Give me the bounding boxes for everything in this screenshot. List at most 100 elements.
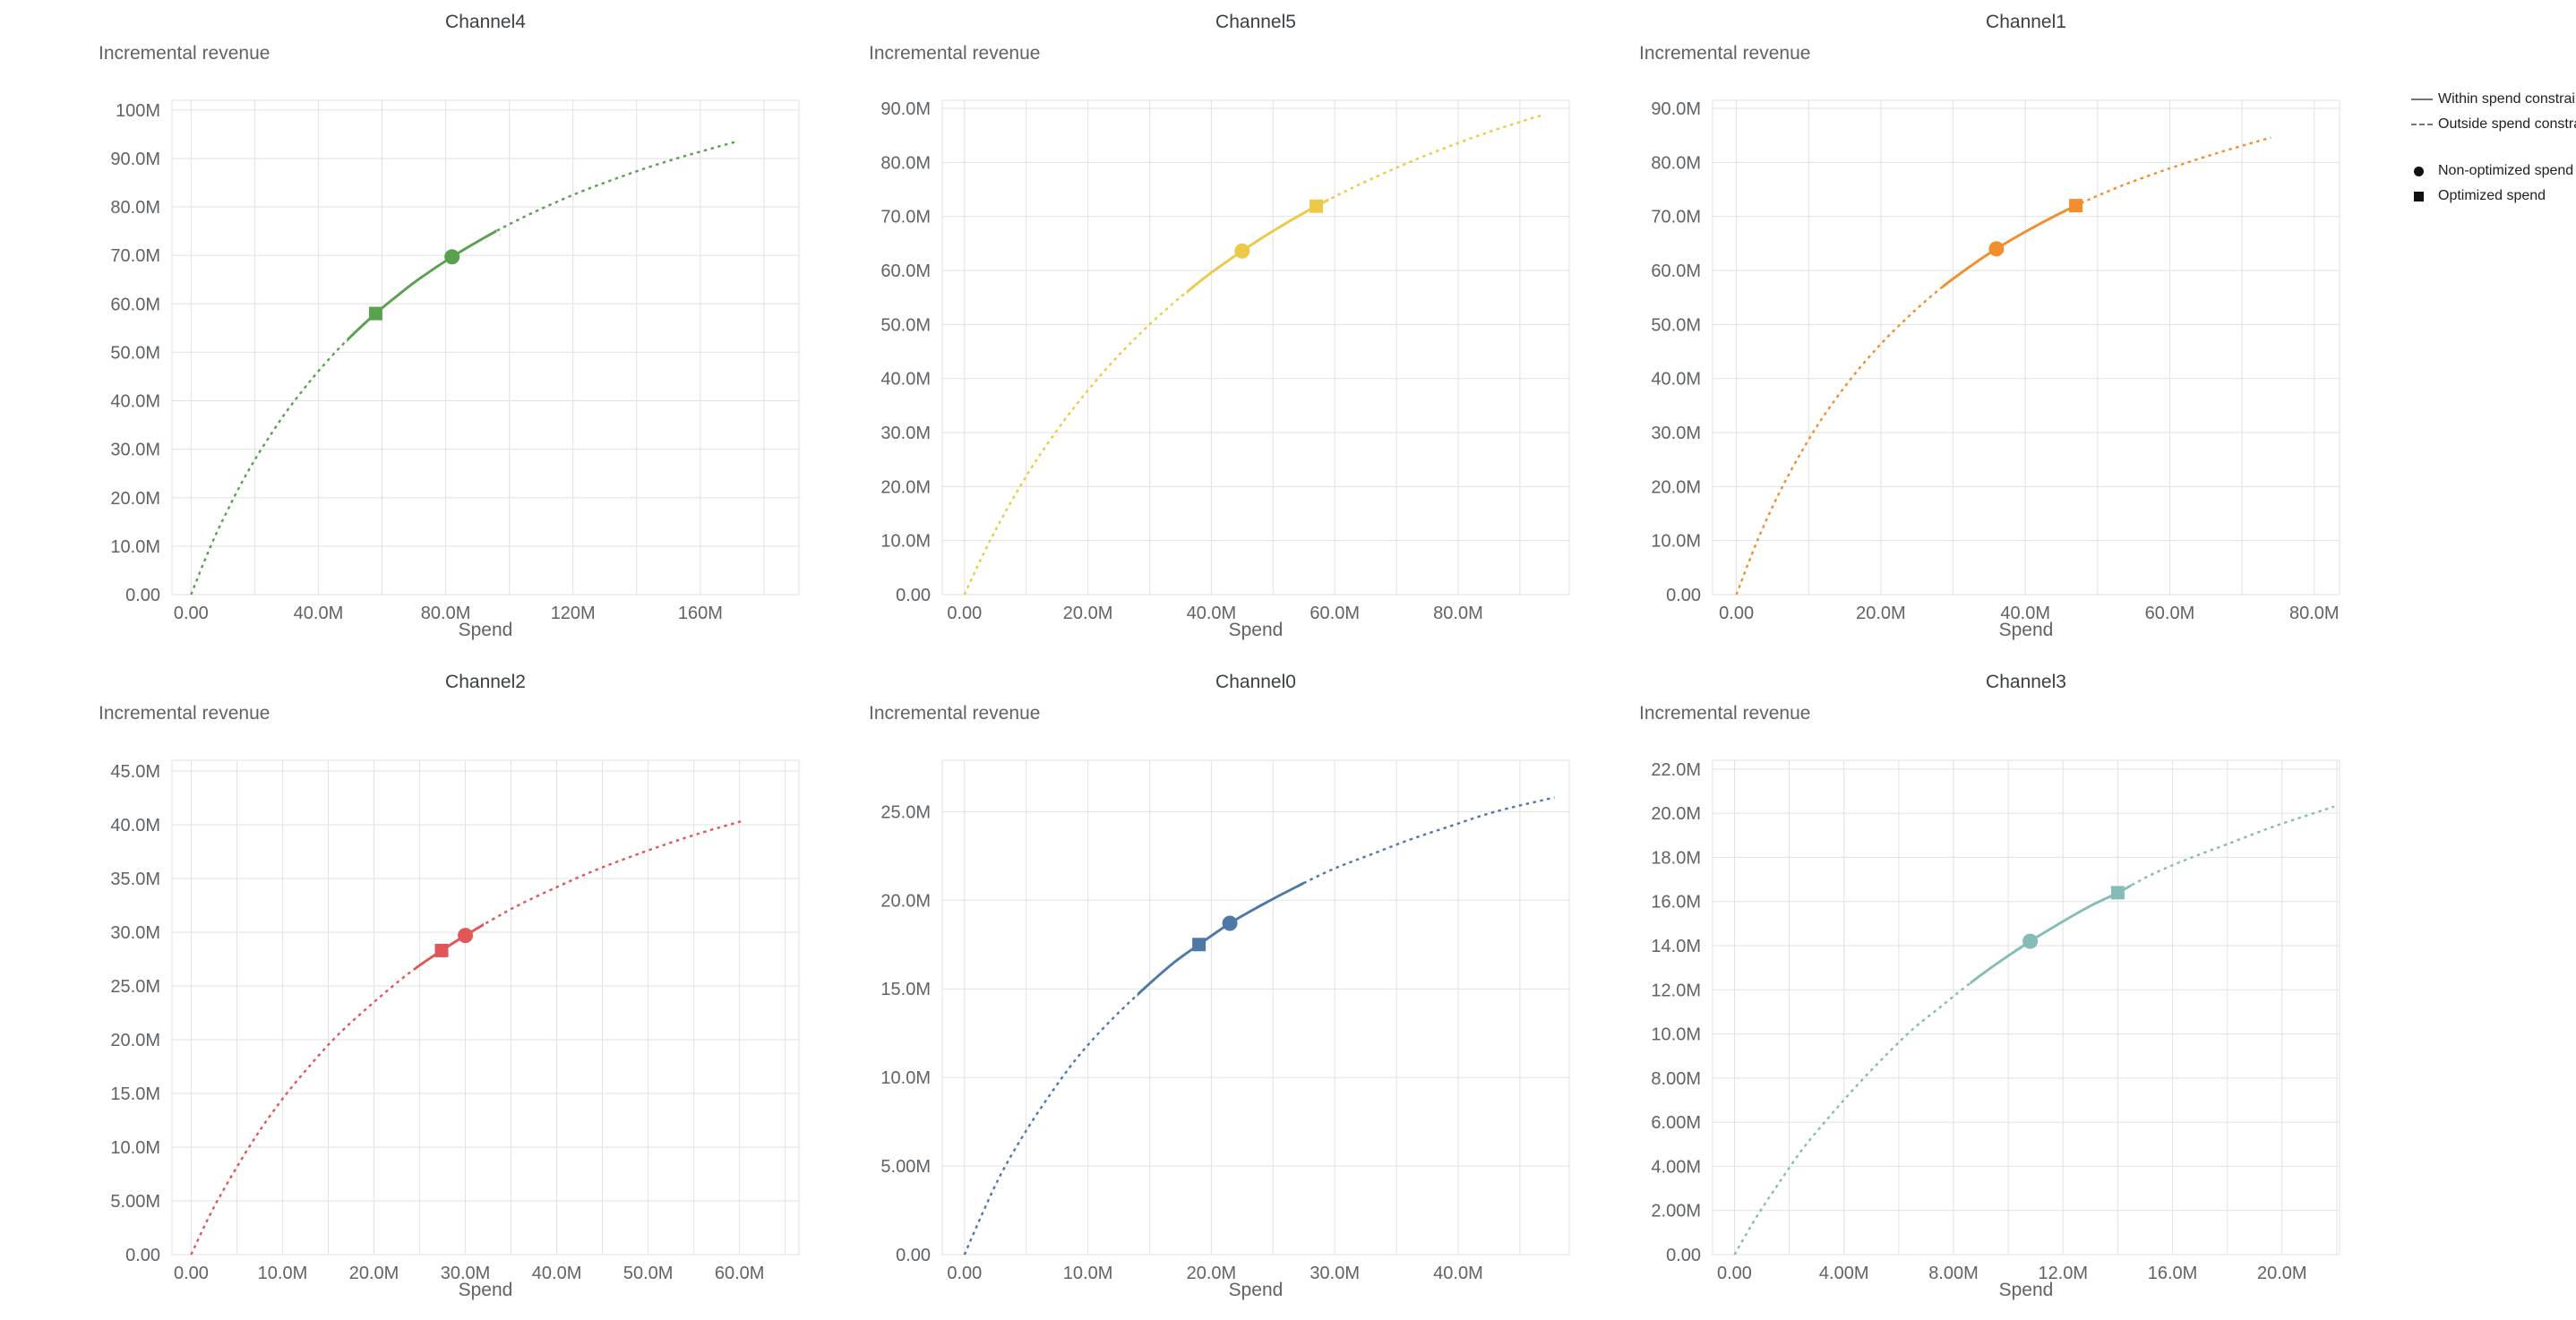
y-tick-label: 100M (116, 101, 160, 121)
y-tick-label: 40.0M (880, 370, 931, 390)
y-tick-label: 80.0M (880, 153, 931, 173)
y-tick-label: 10.0M (1651, 532, 1701, 552)
optimized-spend-marker (2110, 886, 2125, 900)
plot-area: 0.00 4.00M 8.00M 12.0M 16.0M 20.0M 0.00 2.00M 4.… (1651, 759, 2340, 1283)
y-axis-title: Incremental revenue (1639, 43, 1811, 64)
x-tick-label: 80.0M (1433, 604, 1483, 623)
y-tick-label: 40.0M (1651, 370, 1701, 390)
x-axis-title: Spend (1228, 1280, 1284, 1300)
square-marker-swatch (2414, 191, 2424, 201)
x-tick-label: 80.0M (421, 604, 471, 623)
x-tick-label: 20.0M (1063, 604, 1113, 623)
non-optimized-spend-marker (1222, 915, 1238, 931)
x-tick-label: 40.0M (294, 604, 344, 623)
y-tick-label: 12.0M (1651, 981, 1701, 1000)
chart-title: Channel1 (1986, 12, 2066, 32)
x-tick-label: 10.0M (1063, 1264, 1113, 1283)
chart-title: Channel4 (445, 12, 526, 32)
plot-area: 0.00 40.0M 80.0M 120M 160M 0.00 10.0M 20.0M 30.0… (110, 99, 800, 623)
y-tick-label: 70.0M (110, 246, 160, 266)
x-tick-label: 40.0M (2000, 604, 2050, 623)
y-tick-label: 14.0M (1651, 937, 1701, 956)
non-optimized-spend-marker (458, 928, 474, 944)
plot-area: 0.00 20.0M 40.0M 60.0M 80.0M 0.00 10.0M 20.0M 30… (1651, 99, 2340, 623)
y-tick-label: 15.0M (880, 980, 931, 999)
y-tick-label: 20.0M (1651, 477, 1701, 497)
legend: Within spend constraint Outside spend co… (2411, 91, 2576, 213)
curve-within-constraint (415, 922, 484, 971)
x-axis-title: Spend (1998, 620, 2054, 640)
y-tick-label: 16.0M (1651, 893, 1701, 913)
y-axis-title: Incremental revenue (869, 43, 1041, 64)
x-tick-label: 50.0M (623, 1264, 674, 1283)
plot-border (941, 759, 1570, 1256)
y-tick-label: 40.0M (110, 392, 160, 412)
y-tick-label: 70.0M (1651, 208, 1701, 227)
curve-outside-constraint (963, 113, 1545, 596)
tick-labels: 0.00 4.00M 8.00M 12.0M 16.0M 20.0M 0.00 2.00M 4.… (1651, 760, 2306, 1283)
x-tick-label: 60.0M (1309, 604, 1360, 623)
x-tick-label: 0.00 (174, 1264, 209, 1283)
x-tick-label: 80.0M (2289, 604, 2340, 623)
plot-border (1712, 759, 2340, 1256)
curve-within-constraint (1942, 202, 2080, 289)
x-tick-label: 40.0M (532, 1264, 582, 1283)
tick-labels: 0.00 40.0M 80.0M 120M 160M 0.00 10.0M 20.0M 30.0… (110, 101, 722, 623)
curve-within-constraint (347, 229, 497, 342)
y-tick-label: 0.00 (125, 586, 160, 605)
curve-outside-constraint (1733, 805, 2335, 1256)
y-tick-label: 40.0M (110, 816, 160, 836)
tick-labels: 0.00 20.0M 40.0M 60.0M 80.0M 0.00 10.0M 20.0M 30… (880, 99, 1482, 623)
optimized-spend-marker (434, 943, 449, 957)
y-tick-label: 10.0M (110, 1138, 160, 1158)
y-tick-label: 45.0M (110, 762, 160, 782)
x-axis-title: Spend (458, 620, 513, 640)
y-tick-label: 35.0M (110, 870, 160, 889)
legend-item-optimized-spend: Optimized spend (2411, 188, 2576, 204)
y-tick-label: 5.00M (110, 1192, 160, 1212)
y-tick-label: 70.0M (880, 208, 931, 227)
charts-grid: Channel4 Incremental revenue 0.00 40.0M 80… (41, 0, 2352, 1320)
gridlines (171, 759, 800, 1256)
y-tick-label: 18.0M (1651, 848, 1701, 868)
curve-within-constraint (1970, 883, 2132, 985)
x-axis-title: Spend (1228, 620, 1284, 640)
legend-label: Non-optimized spend (2438, 163, 2574, 178)
chart-title: Channel2 (445, 672, 526, 692)
y-tick-label: 50.0M (110, 343, 160, 363)
optimized-spend-marker (2069, 199, 2083, 213)
curve-outside-constraint (190, 819, 745, 1256)
chart-title: Channel3 (1986, 672, 2066, 692)
y-tick-label: 20.0M (880, 477, 931, 497)
plot-area: 0.00 10.0M 20.0M 30.0M 40.0M 50.0M 60.0M 0.00 5.… (110, 759, 800, 1283)
x-tick-label: 8.00M (1928, 1264, 1979, 1283)
x-tick-label: 30.0M (1309, 1264, 1360, 1283)
chart-title: Channel5 (1215, 12, 1296, 32)
y-axis-title: Incremental revenue (1639, 703, 1811, 724)
y-tick-label: 4.00M (1651, 1157, 1701, 1177)
x-tick-label: 40.0M (1433, 1264, 1483, 1283)
gridlines (1712, 759, 2340, 1256)
response-curve-chart-channel1: Channel1 Incremental revenue 0.00 20.0M 40… (1582, 0, 2352, 660)
legend-item-outside-constraint: Outside spend constraint (2411, 116, 2576, 133)
x-tick-label: 20.0M (1187, 1264, 1237, 1283)
response-curve-chart-channel0: Channel0 Incremental revenue 0.00 10.0M 20… (811, 660, 1582, 1320)
legend-item-within-constraint: Within spend constraint (2411, 91, 2576, 107)
y-tick-label: 80.0M (110, 198, 160, 218)
plot-border (171, 99, 800, 596)
y-axis-title: Incremental revenue (869, 703, 1041, 724)
x-tick-label: 16.0M (2148, 1264, 2198, 1283)
y-tick-label: 80.0M (1651, 153, 1701, 173)
x-axis-title: Spend (458, 1280, 513, 1300)
x-tick-label: 120M (551, 604, 596, 623)
curve-outside-constraint (963, 796, 1555, 1256)
y-tick-label: 10.0M (1651, 1025, 1701, 1045)
x-axis-title: Spend (1998, 1280, 2054, 1300)
y-tick-label: 60.0M (110, 295, 160, 314)
response-curve-chart-channel2: Channel2 Incremental revenue 0.00 10.0M 20… (41, 660, 811, 1320)
x-tick-label: 40.0M (1187, 604, 1237, 623)
curve-within-constraint (1137, 881, 1304, 997)
x-tick-label: 0.00 (947, 604, 982, 623)
gridlines (941, 759, 1570, 1256)
optimized-spend-marker (1192, 938, 1206, 952)
